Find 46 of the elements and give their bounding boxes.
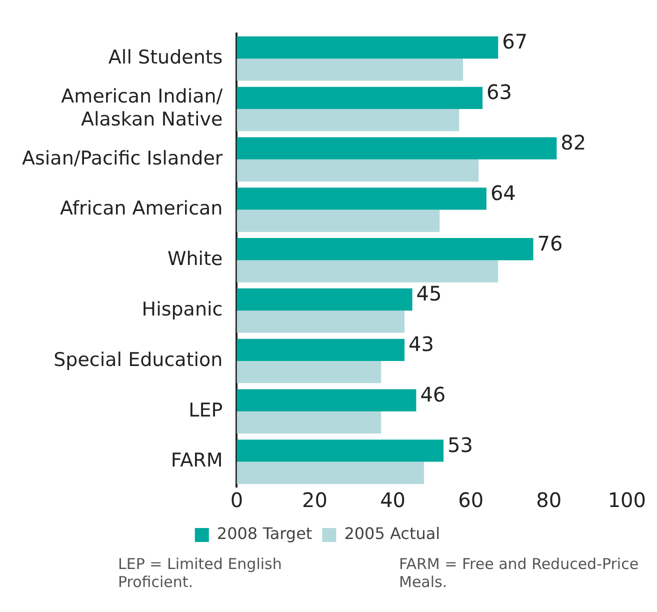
data-label: 82 [560, 130, 586, 155]
data-label: 53 [448, 432, 473, 457]
bar [236, 137, 557, 160]
y-tick-label: Special Education [54, 348, 223, 371]
data-label: 64 [490, 180, 516, 205]
data-label: 43 [408, 332, 434, 356]
data-label: 45 [416, 282, 442, 306]
y-tick-label: Hispanic [142, 298, 223, 321]
text: FARM = Free and Reduced-Price Meals. [399, 555, 639, 591]
y-tick-label: Asian/Pacific Islander [22, 147, 223, 170]
legend-label: 2008 Target [216, 524, 312, 544]
bar [236, 288, 412, 311]
bar [236, 310, 404, 333]
x-tick-label: 0 [230, 488, 244, 512]
y-tick-label: White [167, 248, 223, 270]
bar [236, 188, 486, 210]
y-tick-label: All Students [108, 46, 223, 69]
bar [236, 238, 534, 260]
data-label: 67 [502, 30, 528, 54]
y-tick-label: African American [60, 198, 223, 220]
bar [236, 361, 382, 384]
bar [236, 411, 382, 434]
bar [236, 389, 416, 412]
bar [236, 338, 404, 361]
legend-label: 2005 Actual [344, 524, 440, 544]
x-tick-label: 40 [380, 488, 406, 512]
data-label: 63 [486, 80, 512, 104]
y-tick-label: American Indian/ Alaskan Native [61, 86, 224, 130]
bar [236, 159, 479, 182]
bar [236, 86, 483, 109]
data-label: 46 [420, 382, 446, 407]
bar [236, 260, 498, 282]
x-tick-label: 100 [608, 488, 646, 512]
bar [236, 36, 498, 59]
y-tick-label: LEP [188, 399, 223, 422]
x-tick-label: 20 [302, 488, 328, 512]
x-tick-label: 60 [458, 488, 484, 512]
bar [236, 58, 464, 81]
x-tick-label: 80 [536, 488, 562, 512]
text: LEP = Limited English Proficient. [118, 555, 283, 591]
bar [236, 109, 460, 132]
data-label: 76 [537, 231, 563, 256]
y-tick-label: FARM [170, 450, 223, 472]
bar [236, 210, 440, 232]
bar [236, 440, 444, 462]
bar [236, 462, 424, 484]
